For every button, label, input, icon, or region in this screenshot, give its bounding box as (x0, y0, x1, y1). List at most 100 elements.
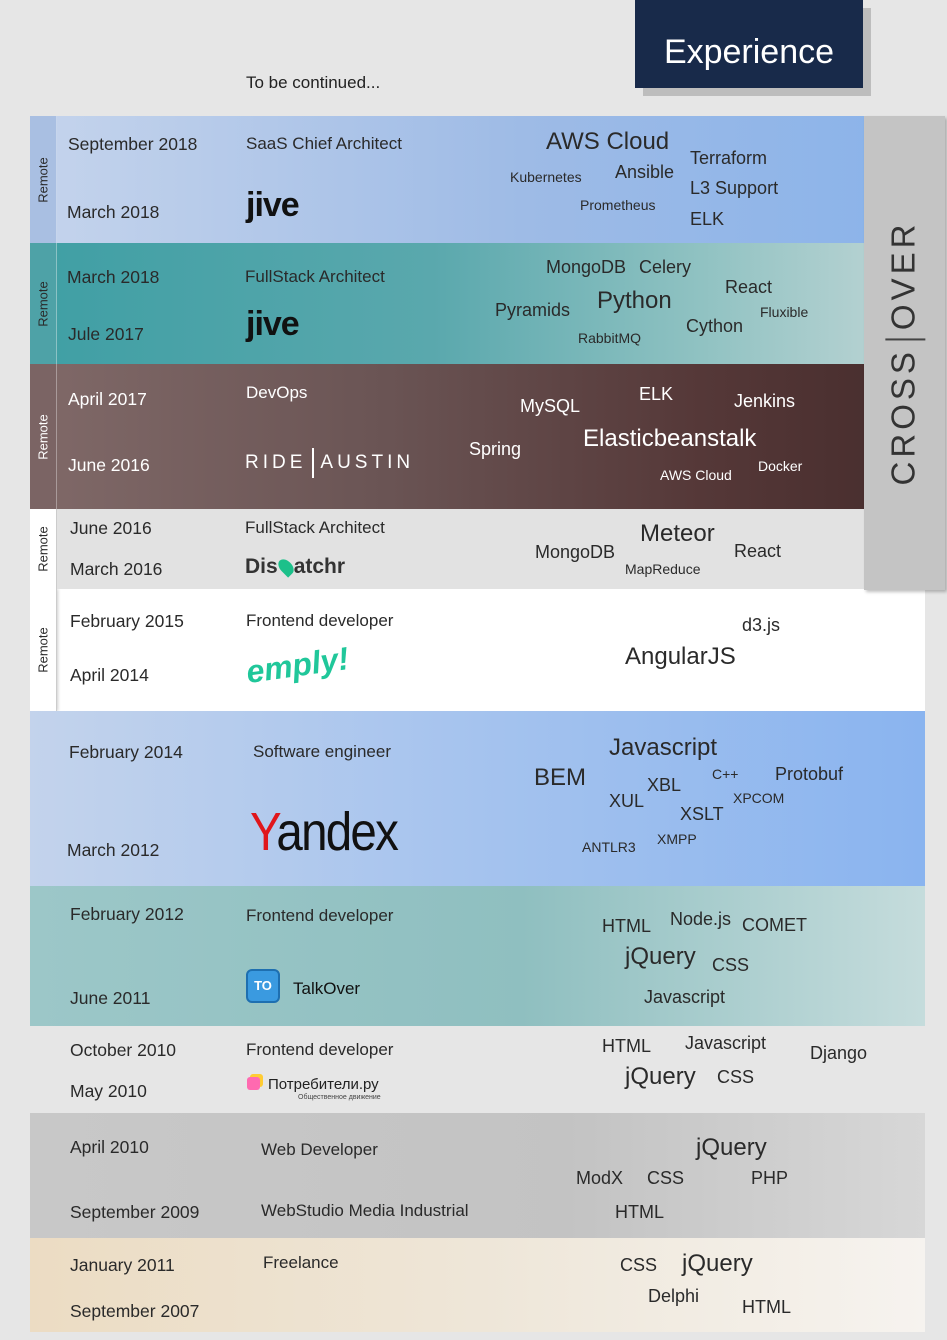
date-to: June 2016 (70, 518, 152, 538)
date-to: February 2014 (69, 742, 183, 762)
skill-tag: CSS (717, 1067, 755, 1087)
logo-divider (312, 448, 315, 478)
date-to: January 2011 (70, 1255, 175, 1275)
date-from: May 2010 (70, 1081, 147, 1101)
skill-tag: BEM (534, 764, 587, 791)
job-role: Frontend developer (246, 1040, 394, 1059)
remote-label: Remote (35, 156, 51, 203)
rideaustin-logo-right: AUSTIN (320, 452, 415, 474)
page-title: Experience (635, 0, 863, 88)
crossover-divider (885, 338, 926, 341)
skill-tag: RabbitMQ (578, 330, 642, 346)
job-role: FullStack Architect (245, 267, 385, 286)
crossover-logo-right: OVER (883, 220, 921, 331)
skill-tag: Django (810, 1043, 868, 1063)
rideaustin-logo-left: RIDE (245, 452, 307, 474)
skill-tag: jQuery (696, 1134, 767, 1161)
job-row-yandex: February 2014 March 2012 Software engine… (30, 711, 925, 886)
job-row-freelance: January 2011 September 2007 Freelance CS… (30, 1238, 925, 1332)
skill-tag: Spring (469, 439, 522, 459)
job-row-jive-fullstack: Remote March 2018 Jule 2017 FullStack Ar… (30, 243, 925, 364)
job-role: FullStack Architect (245, 518, 385, 537)
skill-tag: CSS (712, 955, 750, 975)
date-to: March 2018 (67, 267, 160, 287)
remote-tab: Remote (30, 364, 57, 509)
job-row-talkover: February 2012 June 2011 Frontend develop… (30, 886, 925, 1026)
skill-tag: C++ (712, 766, 739, 782)
skill-tag: HTML (615, 1202, 664, 1222)
date-from: Jule 2017 (68, 324, 144, 344)
date-from: September 2009 (70, 1202, 200, 1222)
skill-tag: HTML (742, 1297, 791, 1317)
remote-tab: Remote (30, 116, 57, 243)
job-row-webstudio: April 2010 September 2009 Web Developer … (30, 1113, 925, 1238)
skill-tag: ModX (576, 1168, 624, 1188)
dispatchr-logo-pre: Dis (245, 555, 278, 578)
skill-tag: MySQL (520, 396, 581, 416)
skill-tag: Prometheus (580, 197, 656, 213)
skill-tag: Jenkins (734, 391, 796, 411)
skill-tag: XUL (609, 791, 645, 811)
skill-tag: Node.js (670, 909, 732, 929)
crossover-logo-left: CROSS (883, 348, 921, 486)
skill-tag: jQuery (682, 1250, 753, 1277)
crossover-logo: CROSS OVER (883, 220, 926, 486)
dispatchr-logo-post: atchr (293, 555, 346, 578)
skill-tag: MongoDB (535, 542, 616, 562)
job-role: Software engineer (253, 742, 391, 761)
emply-logo: emply! (243, 640, 352, 691)
date-to: February 2015 (70, 611, 184, 631)
skill-tag: Pyramids (495, 300, 571, 320)
skill-tag: Delphi (648, 1286, 700, 1306)
job-row-potrebiteli: October 2010 May 2010 Frontend developer… (30, 1026, 925, 1113)
skill-tag: d3.js (742, 615, 781, 635)
talkover-logo-icon: TO (246, 969, 280, 1003)
job-role: Frontend developer (246, 611, 394, 630)
skill-tag: ELK (639, 384, 674, 404)
jive-logo: jive (246, 305, 300, 343)
date-from: June 2011 (70, 988, 151, 1008)
skill-tag: PHP (751, 1168, 789, 1188)
date-from: September 2007 (70, 1301, 200, 1321)
yandex-logo-rest: andex (276, 802, 398, 862)
date-from: April 2014 (70, 665, 149, 685)
skill-tag: Python (597, 287, 672, 314)
skill-tag: Terraform (690, 148, 768, 168)
potrebiteli-logo-text: Потребители.ру (268, 1076, 379, 1093)
skill-tag: AWS Cloud (660, 467, 732, 483)
remote-label: Remote (35, 413, 51, 460)
potrebiteli-logo-sub: Общественное движение (298, 1094, 381, 1101)
skill-tag: Protobuf (775, 764, 844, 784)
skill-tag: ANTLR3 (582, 839, 636, 855)
skill-tag: COMET (742, 915, 807, 935)
remote-tab: Remote (30, 509, 57, 589)
date-to: April 2010 (70, 1137, 149, 1157)
crossover-badge: CROSS OVER (864, 116, 945, 590)
skill-tag: AWS Cloud (546, 128, 670, 155)
skill-tag: Javascript (644, 987, 726, 1007)
skill-tag: Cython (686, 316, 744, 336)
yandex-logo: Yandex (250, 801, 399, 863)
skill-tag: React (725, 277, 773, 297)
skill-tag: CSS (647, 1168, 685, 1188)
date-from: March 2018 (67, 202, 160, 222)
date-to: October 2010 (70, 1040, 177, 1060)
to-be-continued-note: To be continued... (246, 73, 381, 92)
potrebiteli-logo-icon (247, 1077, 260, 1090)
skill-tag: Celery (639, 257, 692, 277)
jive-logo: jive (246, 186, 300, 224)
skill-tag: Javascript (609, 734, 718, 761)
date-from: March 2016 (70, 559, 163, 579)
skill-tag: AngularJS (625, 643, 736, 670)
skill-tag: React (734, 541, 782, 561)
skill-tag: Elasticbeanstalk (583, 425, 757, 452)
skill-tag: Kubernetes (510, 169, 582, 185)
remote-tab: Remote (30, 589, 57, 711)
skill-tag: XMPP (657, 831, 697, 847)
skill-tag: jQuery (625, 943, 696, 970)
skill-tag: L3 Support (690, 178, 779, 198)
job-row-jive-saas: Remote September 2018 March 2018 SaaS Ch… (30, 116, 925, 243)
skill-tag: ELK (690, 209, 725, 229)
skill-tag: HTML (602, 916, 651, 936)
date-to: September 2018 (68, 134, 198, 154)
